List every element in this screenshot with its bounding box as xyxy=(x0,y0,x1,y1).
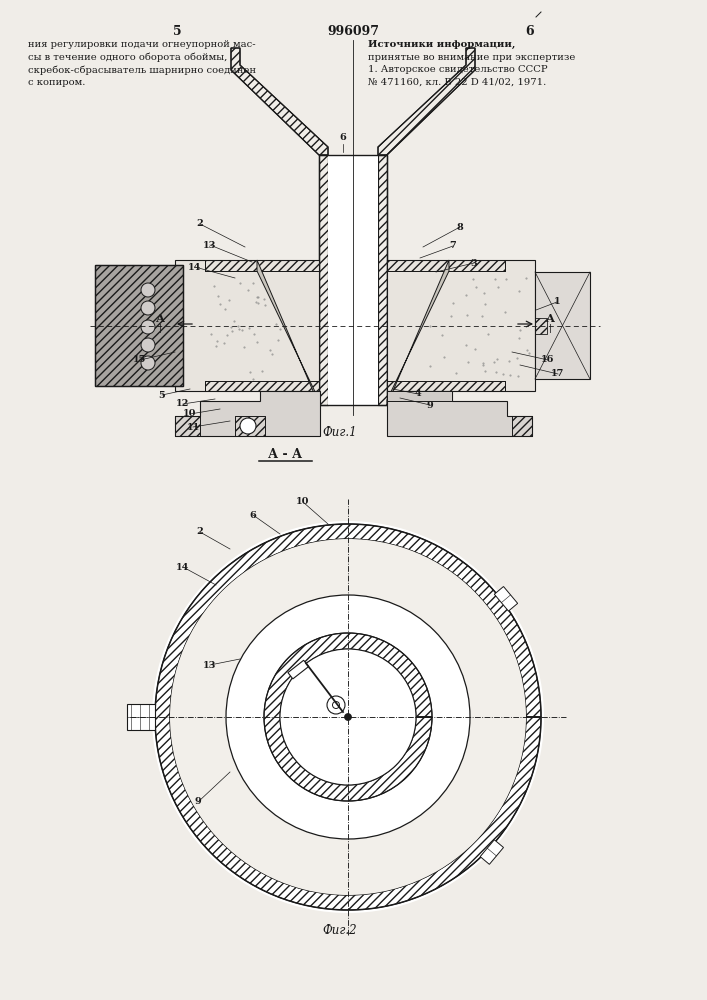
Text: 5: 5 xyxy=(158,390,165,399)
Circle shape xyxy=(327,696,345,714)
Circle shape xyxy=(141,320,155,334)
Text: 4: 4 xyxy=(414,389,421,398)
Text: Источники информации,: Источники информации, xyxy=(368,40,515,49)
Bar xyxy=(512,416,532,436)
Bar xyxy=(328,155,378,405)
Bar xyxy=(127,704,155,730)
Text: 6: 6 xyxy=(526,25,534,38)
Text: 17: 17 xyxy=(551,369,565,378)
Bar xyxy=(235,416,265,436)
Polygon shape xyxy=(480,840,503,864)
Bar xyxy=(387,381,505,391)
Circle shape xyxy=(280,649,416,785)
Circle shape xyxy=(141,356,155,370)
Bar xyxy=(378,155,387,405)
Circle shape xyxy=(344,714,351,720)
Text: 15: 15 xyxy=(134,356,146,364)
Text: 9: 9 xyxy=(194,798,201,806)
Polygon shape xyxy=(175,391,320,436)
Text: 13: 13 xyxy=(204,240,216,249)
Bar xyxy=(387,381,505,391)
Bar xyxy=(175,260,319,391)
Text: А - А: А - А xyxy=(268,448,302,462)
Circle shape xyxy=(170,539,526,895)
Text: 2: 2 xyxy=(197,220,204,229)
Text: принятые во внимание при экспертизе
1. Авторское свидетельство СССР
№ 471160, кл: принятые во внимание при экспертизе 1. А… xyxy=(368,53,575,86)
Text: А: А xyxy=(156,312,165,324)
Bar xyxy=(387,391,452,401)
Circle shape xyxy=(152,521,544,913)
Polygon shape xyxy=(494,587,518,611)
Text: 10: 10 xyxy=(296,497,310,506)
Bar xyxy=(205,381,319,391)
Text: 14: 14 xyxy=(176,562,189,572)
Text: |: | xyxy=(549,324,551,333)
Circle shape xyxy=(226,595,470,839)
Text: ния регулировки подачи огнеупорной мас-
сы в течение одного оборота обоймы,
скре: ния регулировки подачи огнеупорной мас- … xyxy=(28,40,256,87)
Polygon shape xyxy=(257,260,319,405)
Polygon shape xyxy=(288,660,308,679)
Bar xyxy=(175,416,200,436)
Bar xyxy=(205,260,319,271)
Circle shape xyxy=(141,301,155,315)
Text: 12: 12 xyxy=(176,399,189,408)
Circle shape xyxy=(240,418,256,434)
Text: 8: 8 xyxy=(457,223,463,232)
Text: 996097: 996097 xyxy=(327,25,379,38)
Bar xyxy=(205,260,319,271)
Text: 3: 3 xyxy=(471,258,477,267)
Bar xyxy=(378,155,387,405)
Polygon shape xyxy=(535,272,590,379)
Bar xyxy=(95,265,183,386)
Bar xyxy=(535,318,547,334)
Bar xyxy=(175,416,200,436)
Bar xyxy=(95,265,183,386)
Text: А: А xyxy=(546,312,554,324)
Bar xyxy=(319,155,387,405)
Text: 6: 6 xyxy=(250,510,257,520)
Text: 7: 7 xyxy=(450,241,457,250)
Polygon shape xyxy=(387,260,449,405)
Bar xyxy=(205,381,319,391)
Text: 11: 11 xyxy=(187,422,199,432)
Bar xyxy=(387,260,505,271)
Text: 9: 9 xyxy=(426,400,433,410)
Text: |: | xyxy=(158,324,161,333)
Bar xyxy=(387,260,535,391)
Text: 5: 5 xyxy=(173,25,181,38)
Circle shape xyxy=(141,283,155,297)
Circle shape xyxy=(141,338,155,352)
Text: 10: 10 xyxy=(183,410,197,418)
Bar xyxy=(319,155,328,405)
Bar xyxy=(512,416,532,436)
Bar xyxy=(319,155,328,405)
Text: 6: 6 xyxy=(339,133,346,142)
Text: 16: 16 xyxy=(542,356,555,364)
Text: 14: 14 xyxy=(188,262,201,271)
Bar xyxy=(235,416,265,436)
Text: 2: 2 xyxy=(197,528,204,536)
Text: 1: 1 xyxy=(554,298,561,306)
Text: 13: 13 xyxy=(204,660,216,670)
Polygon shape xyxy=(387,391,532,436)
Text: Фиг.1: Фиг.1 xyxy=(322,426,357,438)
Text: Фиг.2: Фиг.2 xyxy=(322,924,357,936)
Bar xyxy=(387,260,505,271)
